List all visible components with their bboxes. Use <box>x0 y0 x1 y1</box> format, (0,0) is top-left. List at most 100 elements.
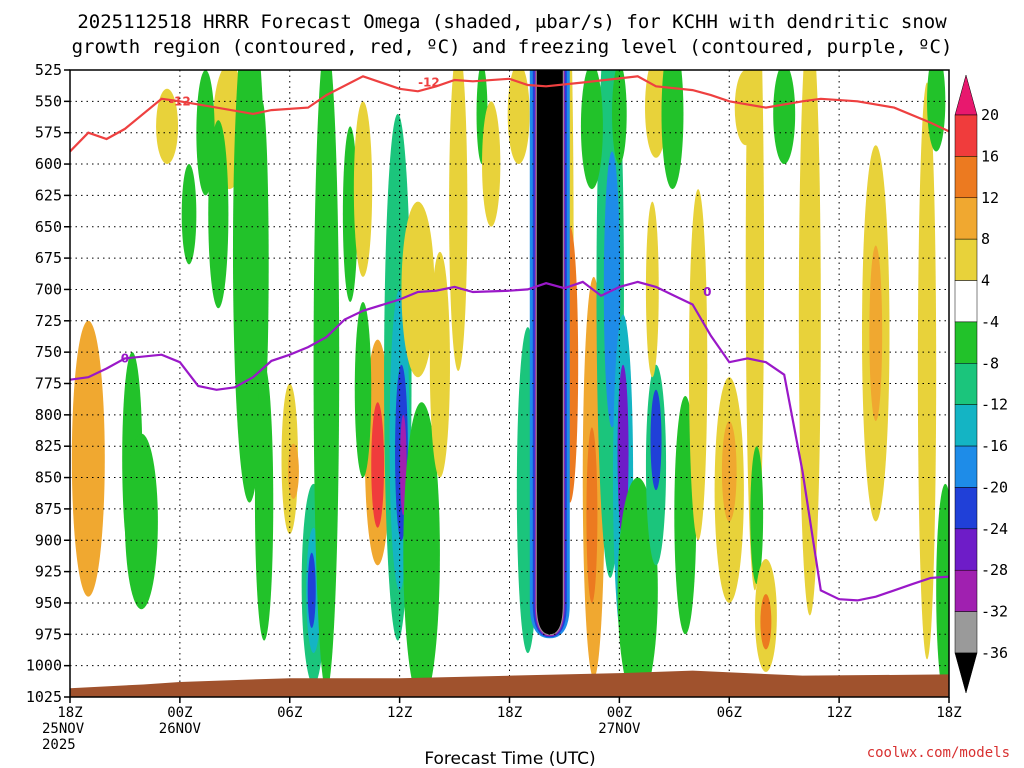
omega-region-43 <box>645 70 667 158</box>
colorbar-label-9: -20 <box>981 478 1008 496</box>
y-tick-label-10: 775 <box>35 375 62 393</box>
dgz-contour-line <box>70 75 949 153</box>
omega-region-28 <box>449 70 468 371</box>
dgz-contour-label-2: -12 <box>418 76 440 90</box>
y-tick-label-18: 975 <box>35 625 62 643</box>
omega-region-63 <box>255 101 269 428</box>
colorbar-band-3 <box>954 197 978 240</box>
credit-text: coolwx.com/models <box>867 745 1010 761</box>
x-axis-title: Forecast Time (UTC) <box>424 749 595 768</box>
omega-region-26 <box>429 251 450 478</box>
colorbar-band-0 <box>954 74 978 116</box>
colorbar-band-4 <box>954 238 978 281</box>
omega-region-67 <box>482 101 501 227</box>
colorbar-label-3: 8 <box>981 230 990 248</box>
colorbar-band-8 <box>954 404 978 447</box>
colorbar-label-5: -4 <box>981 313 999 331</box>
omega-region-61 <box>936 483 949 697</box>
y-tick-label-1: 550 <box>35 92 62 110</box>
y-tick-label-0: 525 <box>35 61 62 79</box>
y-tick-label-8: 725 <box>35 312 62 330</box>
y-tick-label-16: 925 <box>35 563 62 581</box>
x-tick-label-5-1: 27NOV <box>598 721 641 737</box>
y-tick-label-12: 825 <box>35 437 62 455</box>
chart-title-line-2: growth region (contoured, red, ºC) and f… <box>72 36 953 58</box>
omega-region-3 <box>124 433 158 610</box>
omega-region-40 <box>650 389 662 491</box>
colorbar-band-12 <box>954 569 978 612</box>
omega-shading <box>71 70 949 697</box>
omega-region-24 <box>403 402 440 697</box>
x-tick-label-6-0: 06Z <box>717 705 742 721</box>
omega-region-27 <box>353 101 373 277</box>
x-tick-label-8-0: 18Z <box>936 705 961 721</box>
omega-region-55 <box>773 70 796 165</box>
colorbar-band-1 <box>954 114 978 157</box>
x-tick-label-0-0: 18Z <box>57 705 82 721</box>
colorbar-label-1: 16 <box>981 147 999 165</box>
omega-region-1 <box>80 414 97 553</box>
omega-region-45 <box>612 70 627 165</box>
x-tick-label-2-0: 06Z <box>277 705 302 721</box>
colorbar-band-6 <box>954 321 978 364</box>
chart-title-line-1: 2025112518 HRRR Forecast Omega (shaded, … <box>77 11 947 33</box>
omega-region-54 <box>734 70 757 146</box>
x-tick-label-4-0: 18Z <box>497 705 522 721</box>
y-tick-label-13: 850 <box>35 469 62 487</box>
colorbar-label-2: 12 <box>981 189 999 207</box>
x-tick-label-1-1: 26NOV <box>159 721 202 737</box>
y-axis: 525 550 575 600 625 650 675 700 725 750 775 800 825 8… <box>26 61 70 706</box>
plot-area: -12 -12 0 0 <box>70 70 949 697</box>
colorbar-band-11 <box>954 528 978 571</box>
colorbar-band-5 <box>954 280 978 323</box>
omega-region-65 <box>507 70 530 165</box>
omega-region-7 <box>208 120 229 309</box>
y-tick-label-11: 800 <box>35 406 62 424</box>
terrain <box>70 670 949 697</box>
omega-region-23 <box>399 414 407 516</box>
omega-column-band-4 <box>536 70 563 635</box>
omega-region-33 <box>586 427 598 603</box>
omega-region-60 <box>927 70 946 152</box>
colorbar-band-7 <box>954 363 978 405</box>
omega-region-15 <box>313 70 340 691</box>
colorbar-label-13: -36 <box>981 644 1008 662</box>
colorbar-label-12: -32 <box>981 603 1008 621</box>
colorbar-band-2 <box>954 156 978 199</box>
y-tick-label-5: 650 <box>35 218 62 236</box>
omega-region-4 <box>156 88 179 165</box>
y-tick-label-20: 1025 <box>26 688 62 706</box>
omega-region-14 <box>307 552 316 629</box>
omega-region-17 <box>371 402 385 528</box>
y-tick-label-9: 750 <box>35 343 62 361</box>
omega-region-19 <box>342 126 358 302</box>
omega-region-38 <box>617 477 658 697</box>
y-tick-label-15: 900 <box>35 531 62 549</box>
omega-region-42 <box>645 201 659 378</box>
colorbar: 20 16 12 8 4 -4 -8 -12 -16 -20 -24 -28 -32 -36 <box>954 74 1008 694</box>
y-tick-label-17: 950 <box>35 594 62 612</box>
omega-region-59 <box>917 82 937 660</box>
contours: -12 -12 0 0 <box>70 75 949 602</box>
colorbar-band-14 <box>954 652 978 694</box>
omega-region-53 <box>760 594 772 650</box>
y-tick-label-14: 875 <box>35 500 62 518</box>
x-tick-label-3-0: 12Z <box>387 705 412 721</box>
colorbar-band-13 <box>954 611 978 654</box>
colorbar-label-6: -8 <box>981 354 999 372</box>
dgz-contour-label: -12 <box>169 94 191 108</box>
terrain-fill <box>70 670 949 697</box>
freezing-contour-label: 0 <box>121 351 129 365</box>
omega-region-51 <box>750 446 764 585</box>
colorbar-label-8: -16 <box>981 437 1008 455</box>
y-tick-label-7: 700 <box>35 280 62 298</box>
y-tick-label-4: 625 <box>35 186 62 204</box>
omega-region-58 <box>869 245 883 422</box>
y-tick-label-6: 675 <box>35 249 62 267</box>
omega-region-62 <box>181 164 197 265</box>
y-tick-label-19: 1000 <box>26 657 62 675</box>
colorbar-label-0: 20 <box>981 106 999 124</box>
